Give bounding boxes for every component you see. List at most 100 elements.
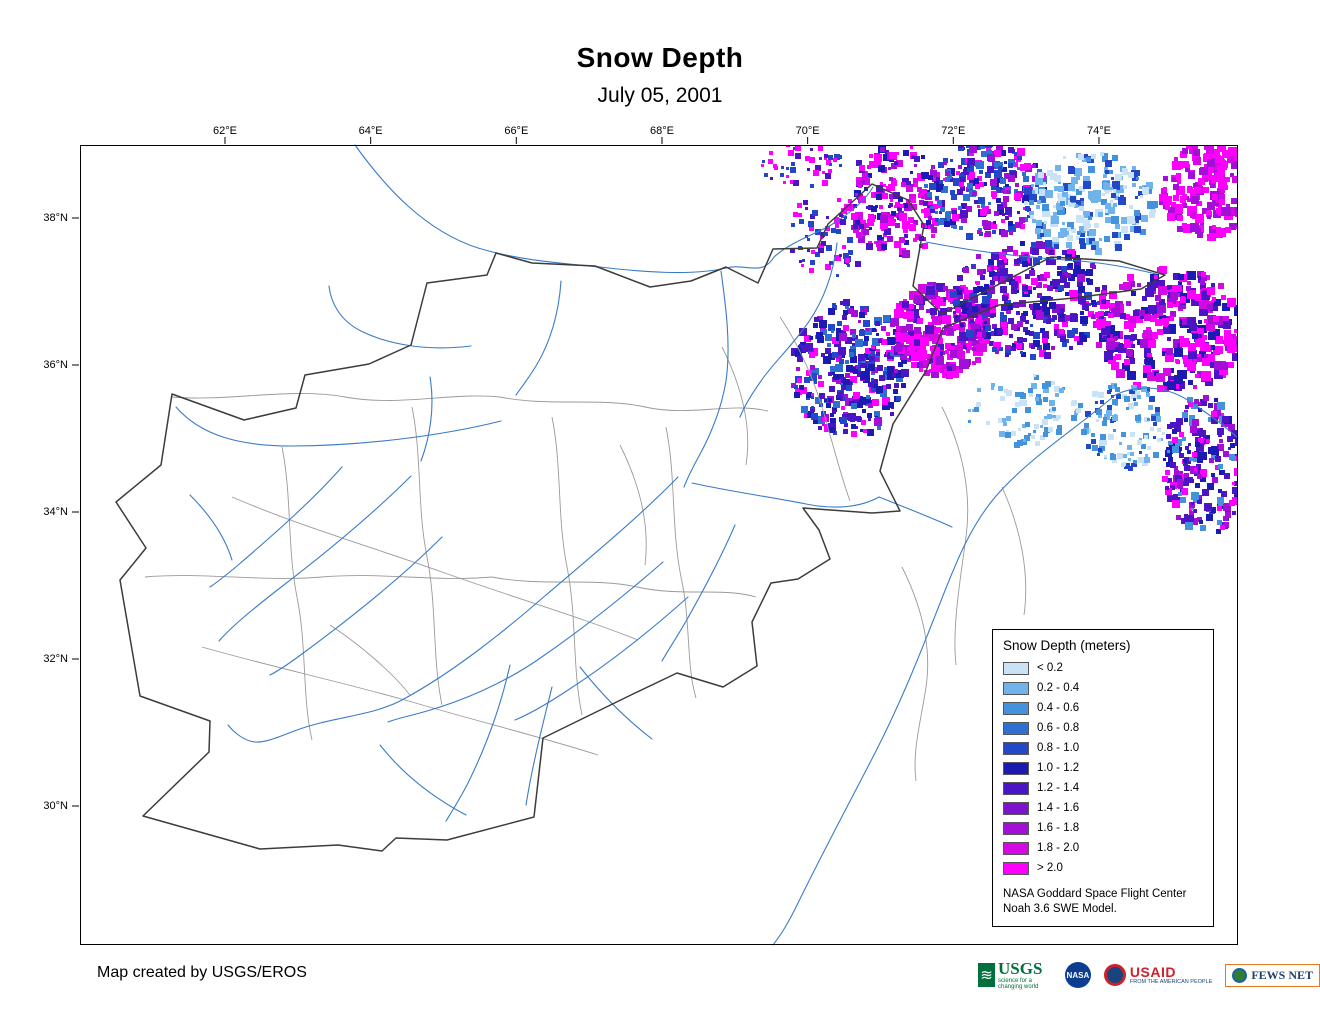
snow-cell xyxy=(1088,166,1095,173)
snow-cell xyxy=(1011,288,1017,294)
snow-cell xyxy=(1063,183,1071,191)
snow-cell xyxy=(985,231,991,237)
snow-cell xyxy=(1114,336,1118,340)
snow-cell xyxy=(1238,469,1244,475)
snow-cell xyxy=(910,171,913,174)
snow-cell xyxy=(1123,282,1131,290)
snow-cell xyxy=(861,420,866,425)
snow-cell xyxy=(852,343,856,347)
snow-cell xyxy=(799,260,802,263)
snow-cell xyxy=(1232,497,1238,505)
snow-cell xyxy=(1011,431,1016,436)
snow-cell xyxy=(891,318,899,326)
admin-line xyxy=(721,346,749,466)
snow-cell xyxy=(1134,402,1138,406)
snow-cell xyxy=(1080,311,1084,315)
snow-cell xyxy=(953,311,956,314)
snow-cell xyxy=(1127,371,1136,380)
snow-cell xyxy=(1004,389,1008,393)
snow-cell xyxy=(1028,290,1032,294)
snow-cell xyxy=(1181,161,1187,167)
snow-cell xyxy=(1011,324,1017,330)
snow-cell xyxy=(847,308,853,314)
snow-cell xyxy=(1184,465,1190,471)
snow-cell xyxy=(1219,439,1223,443)
snow-cell xyxy=(823,356,831,364)
snow-cell xyxy=(1195,338,1204,347)
snow-cell xyxy=(1187,515,1194,522)
snow-cell xyxy=(919,285,927,293)
snow-cell xyxy=(860,306,864,310)
snow-cell xyxy=(1121,432,1126,437)
snow-cell xyxy=(924,184,928,188)
snow-cell xyxy=(1139,451,1142,454)
snow-cell xyxy=(1110,187,1113,190)
snow-cell xyxy=(1207,345,1211,349)
snow-cell xyxy=(914,164,917,167)
snow-cell xyxy=(848,413,856,421)
snow-cell xyxy=(928,201,932,205)
snow-cell xyxy=(1203,435,1210,442)
snow-cell xyxy=(828,398,832,402)
snow-cell xyxy=(994,162,999,167)
snow-cell xyxy=(807,411,814,418)
snow-cell xyxy=(973,340,979,346)
admin-line xyxy=(665,426,697,699)
snow-cell xyxy=(1064,282,1070,288)
snow-cell xyxy=(1165,486,1169,490)
snow-cell xyxy=(892,371,898,377)
snow-cell xyxy=(1144,314,1151,321)
snow-cell xyxy=(804,335,811,342)
snow-cell xyxy=(1191,492,1199,500)
snow-cell xyxy=(937,200,942,205)
snow-cell xyxy=(1249,181,1255,187)
snow-cell xyxy=(902,221,910,229)
snow-cell xyxy=(1217,444,1224,451)
snow-cell xyxy=(860,363,865,368)
snow-cell xyxy=(818,146,823,151)
snow-cell xyxy=(1126,349,1133,356)
snow-cell xyxy=(1002,249,1007,254)
snow-cell xyxy=(850,356,857,363)
snow-cell xyxy=(1232,511,1236,515)
snow-cell xyxy=(902,333,908,339)
snow-cell xyxy=(1232,353,1238,361)
snow-cell xyxy=(950,219,956,225)
snow-cell xyxy=(1006,416,1011,421)
snow-cell xyxy=(1110,200,1113,203)
snow-cell xyxy=(816,332,823,339)
snow-cell xyxy=(822,423,825,426)
snow-cell xyxy=(824,399,827,402)
snow-cell xyxy=(793,180,799,186)
snow-cell xyxy=(811,250,815,254)
snow-cell xyxy=(877,426,881,430)
snow-cell xyxy=(1127,274,1134,281)
snow-cell xyxy=(895,202,900,207)
snow-cell xyxy=(848,199,852,203)
snow-cell xyxy=(790,167,796,173)
snow-cell xyxy=(1012,343,1016,347)
snow-cell xyxy=(880,390,887,397)
snow-cell xyxy=(1240,483,1247,490)
snow-cell xyxy=(943,158,948,163)
snow-cell xyxy=(891,163,897,169)
snow-cell xyxy=(1120,313,1126,319)
snow-cell xyxy=(1215,456,1221,462)
snow-cell xyxy=(836,229,841,234)
snow-cell xyxy=(1015,402,1020,407)
snow-cell xyxy=(919,368,923,372)
snow-cell xyxy=(1223,451,1229,457)
snow-cell xyxy=(1033,303,1040,310)
snow-cell xyxy=(1037,169,1042,174)
snow-cell xyxy=(1172,500,1180,508)
snow-cell xyxy=(1156,303,1166,313)
snow-cell xyxy=(930,170,937,177)
snow-cell xyxy=(1219,199,1225,205)
snow-cell xyxy=(1132,166,1136,170)
snow-cell xyxy=(1017,148,1025,156)
snow-cell xyxy=(819,393,825,399)
snow-cell xyxy=(1104,236,1110,242)
snow-cell xyxy=(1207,202,1215,210)
snow-cell xyxy=(1068,166,1074,172)
